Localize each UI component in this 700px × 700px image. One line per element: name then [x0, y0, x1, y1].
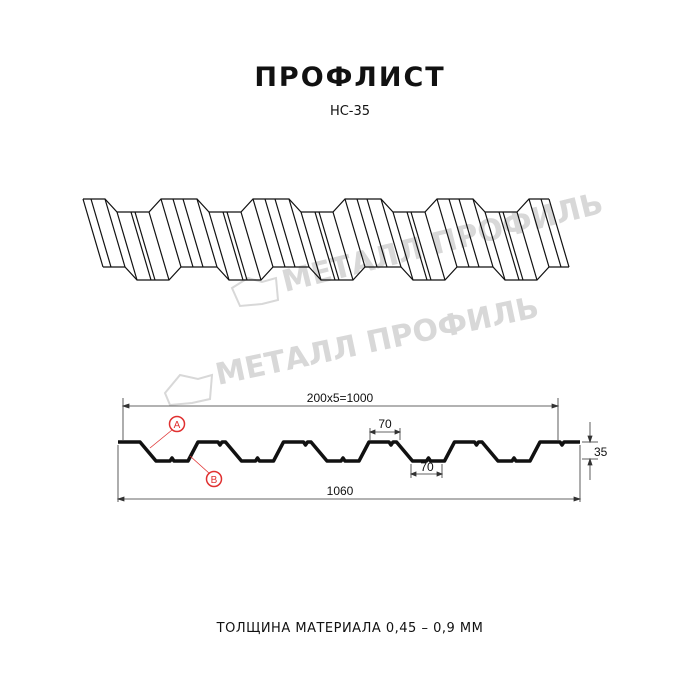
profile-3d-line	[406, 211, 428, 281]
page-title: ПРОФЛИСТ	[254, 62, 446, 93]
profile-3d-line	[548, 198, 570, 268]
profile-3d-line	[448, 198, 470, 268]
profile-3d-line	[516, 211, 538, 281]
profile-3d-line	[116, 211, 138, 281]
dimension-lines	[116, 398, 598, 502]
profile-3d-line	[472, 198, 494, 268]
profile-3d-line	[130, 211, 152, 281]
profile-3d-line	[103, 266, 569, 281]
profile-3d-line	[148, 211, 170, 281]
callout-a: A	[149, 415, 186, 449]
svg-text:A: A	[174, 420, 181, 431]
profile-3d-line	[288, 198, 310, 268]
profile-3d-line	[83, 198, 549, 213]
profile-3d-line	[314, 211, 336, 281]
profile-3d-line	[240, 211, 262, 281]
profile-3d-line	[134, 211, 156, 281]
profile-3d-line	[392, 211, 414, 281]
profile-3d-line	[90, 198, 112, 268]
profile-3d-view	[82, 198, 570, 281]
profile-3d-line	[366, 198, 388, 268]
profile-3d-line	[344, 198, 366, 268]
profile-3d-line	[264, 198, 286, 268]
profile-3d-line	[484, 211, 506, 281]
profile-3d-line	[498, 211, 520, 281]
profile-3d-line	[318, 211, 340, 281]
svg-text:B: B	[211, 475, 218, 486]
profile-3d-line	[528, 198, 550, 268]
profile-model: НС-35	[329, 104, 371, 119]
svg-text:МЕТАЛЛ ПРОФИЛЬ: МЕТАЛЛ ПРОФИЛЬ	[212, 290, 542, 393]
profile-3d-line	[424, 211, 446, 281]
profile-3d-line	[160, 198, 182, 268]
profile-3d-line	[274, 198, 296, 268]
material-thickness: ТОЛЩИНА МАТЕРИАЛА 0,45 – 0,9 ММ	[216, 621, 484, 636]
profile-3d-line	[82, 198, 104, 268]
dim-total-width: 1060	[327, 484, 354, 498]
profile-3d-line	[436, 198, 458, 268]
profile-3d-line	[300, 211, 322, 281]
profile-3d-line	[458, 198, 480, 268]
dim-height: 35	[594, 445, 608, 459]
profile-3d-line	[104, 198, 126, 268]
dim-pitch: 200x5=1000	[307, 391, 374, 405]
profile-3d-line	[226, 211, 248, 281]
profile-3d-line	[196, 198, 218, 268]
profile-3d-line	[502, 211, 524, 281]
profile-3d-line	[182, 198, 204, 268]
profile-3d-line	[410, 211, 432, 281]
watermark-bottom: МЕТАЛЛ ПРОФИЛЬ	[163, 290, 542, 407]
profile-3d-line	[252, 198, 274, 268]
profile-3d-line	[172, 198, 194, 268]
profile-3d-line	[208, 211, 230, 281]
profile-3d-line	[332, 211, 354, 281]
profile-3d-line	[380, 198, 402, 268]
callout-b: B	[189, 455, 223, 488]
profile-cross-section	[118, 440, 580, 463]
profile-3d-line	[356, 198, 378, 268]
dim-top-width: 70	[378, 417, 392, 431]
dim-bottom-width: 70	[420, 460, 434, 474]
profile-3d-line	[540, 198, 562, 268]
profile-3d-line	[222, 211, 244, 281]
